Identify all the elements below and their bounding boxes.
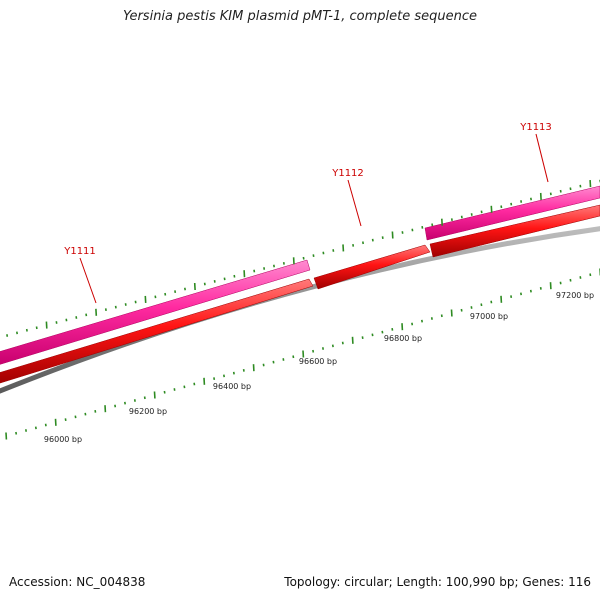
- bp-label: 96600 bp: [299, 357, 337, 366]
- bp-scale-labels: 96000 bp 96200 bp 96400 bp 96600 bp 9680…: [44, 291, 594, 444]
- gene-arrow[interactable]: [313, 244, 431, 290]
- gene-label-y1113[interactable]: Y1113: [519, 122, 552, 133]
- gene-arrow[interactable]: [429, 204, 600, 258]
- y1112-leader-line: [347, 179, 362, 227]
- map-title: Yersinia pestis KIM plasmid pMT-1, compl…: [122, 9, 478, 24]
- gene-y1113-arrow[interactable]: [424, 185, 600, 241]
- bp-label: 97200 bp: [556, 291, 594, 300]
- bp-label: 96200 bp: [129, 407, 167, 416]
- bp-label: 96000 bp: [44, 435, 82, 444]
- gene-labels: Y1111 Y1112 Y1113: [63, 122, 552, 304]
- topology-summary-text: Topology: circular; Length: 100,990 bp; …: [284, 575, 591, 589]
- gene-label-y1112[interactable]: Y1112: [331, 168, 364, 179]
- gene-label-y1111[interactable]: Y1111: [63, 246, 96, 257]
- y1113-leader-line: [535, 133, 549, 183]
- bp-label: 96400 bp: [213, 382, 251, 391]
- reverse-strand-genes: [0, 204, 600, 384]
- bp-label: 96800 bp: [384, 334, 422, 343]
- gene-arrow[interactable]: [0, 278, 314, 384]
- gene-y1111-arrow[interactable]: [0, 259, 311, 365]
- accession-text: Accession: NC_004838: [9, 575, 146, 589]
- forward-strand-genes: [0, 185, 600, 365]
- tick-marks: [5, 179, 600, 440]
- y1111-leader-line: [79, 257, 97, 304]
- bp-label: 97000 bp: [470, 312, 508, 321]
